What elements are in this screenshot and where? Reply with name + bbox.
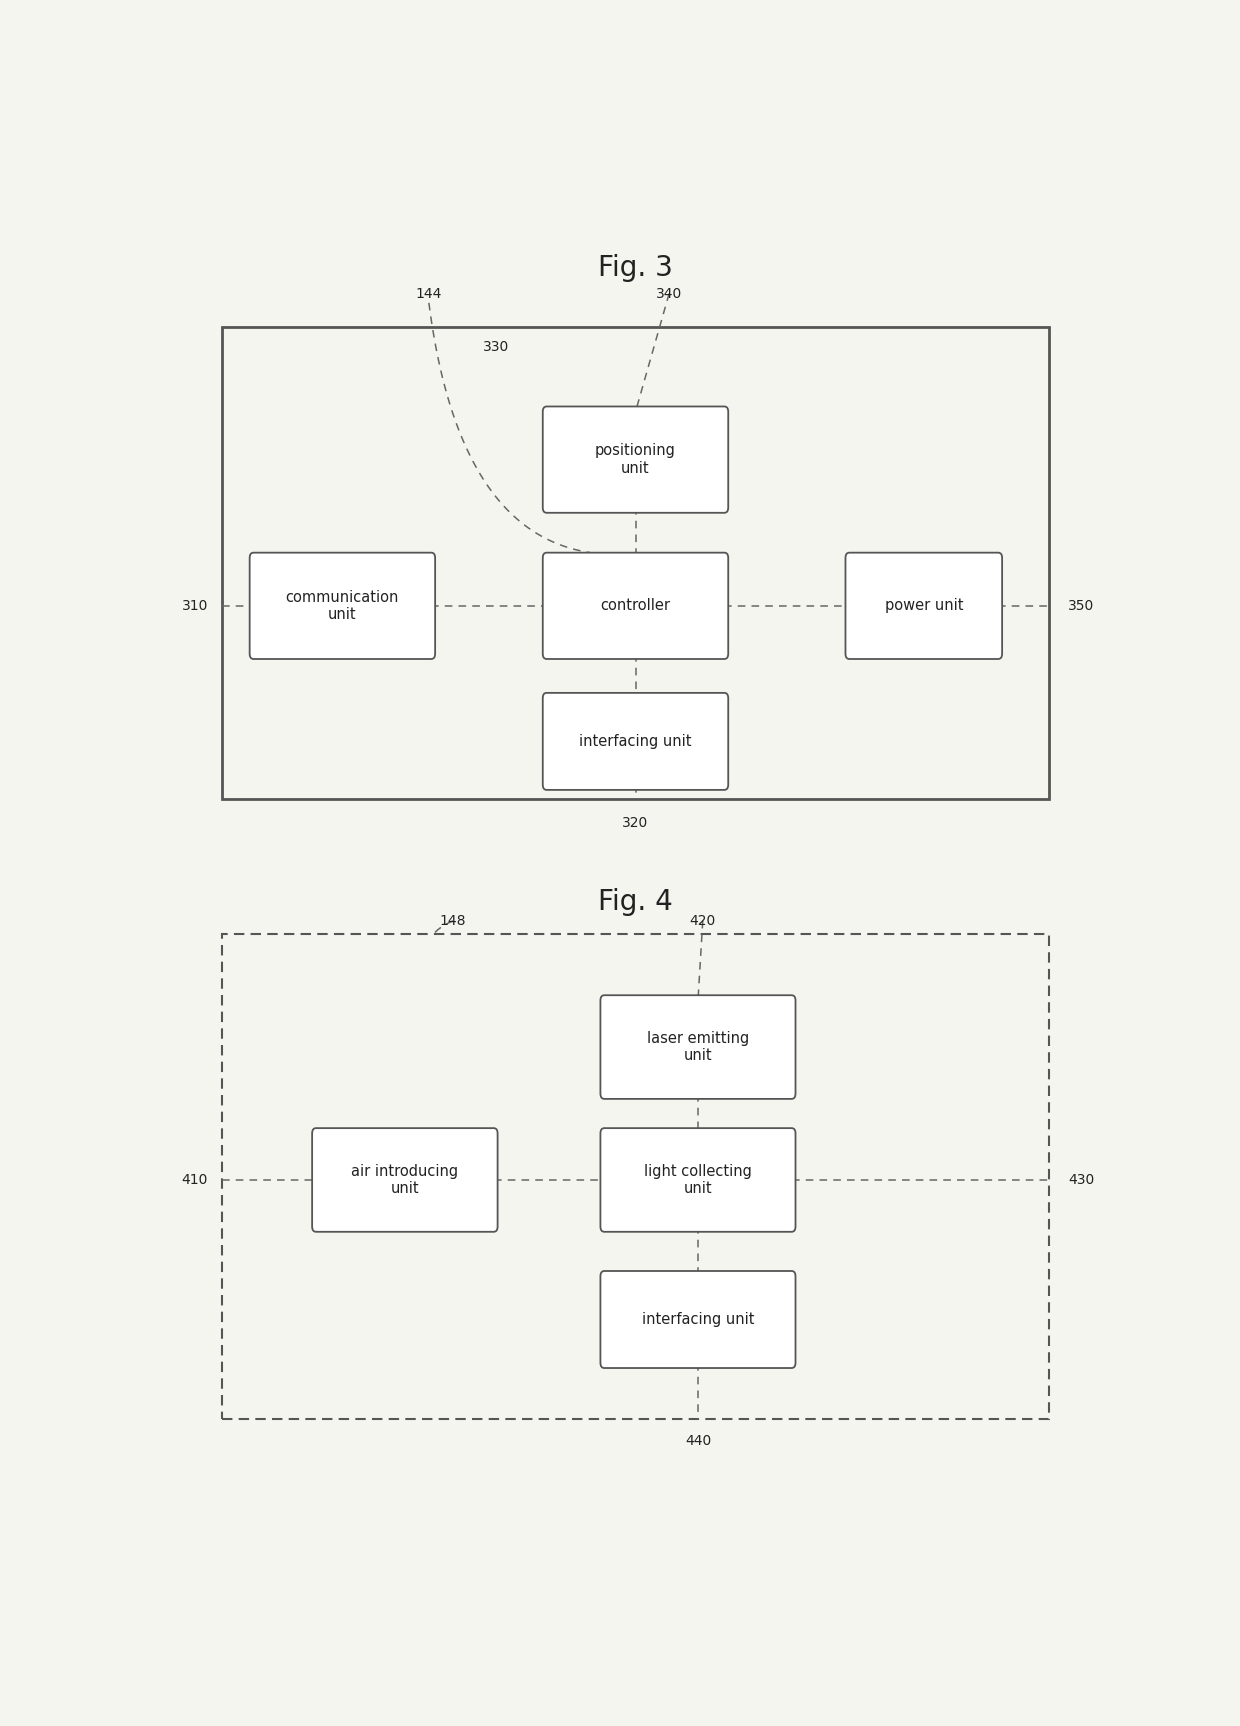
FancyBboxPatch shape (600, 1270, 796, 1369)
Text: laser emitting
unit: laser emitting unit (647, 1030, 749, 1063)
Text: air introducing
unit: air introducing unit (351, 1163, 459, 1196)
Bar (222, 326, 1049, 799)
FancyBboxPatch shape (249, 552, 435, 659)
Text: power unit: power unit (884, 599, 963, 613)
Text: 320: 320 (622, 816, 649, 830)
Text: communication
unit: communication unit (285, 590, 399, 621)
Text: 440: 440 (684, 1434, 711, 1448)
Text: Fig. 3: Fig. 3 (598, 254, 673, 281)
Text: 148: 148 (440, 915, 466, 929)
FancyBboxPatch shape (600, 996, 796, 1099)
Text: 310: 310 (181, 599, 208, 613)
Text: 420: 420 (689, 915, 715, 929)
FancyBboxPatch shape (543, 692, 728, 791)
Text: interfacing unit: interfacing unit (579, 734, 692, 749)
Text: light collecting
unit: light collecting unit (644, 1163, 751, 1196)
FancyBboxPatch shape (543, 407, 728, 513)
Text: 430: 430 (1068, 1174, 1094, 1187)
Bar (222, 934, 1049, 1419)
Text: controller: controller (600, 599, 671, 613)
Text: interfacing unit: interfacing unit (642, 1312, 754, 1327)
FancyBboxPatch shape (846, 552, 1002, 659)
FancyBboxPatch shape (600, 1129, 796, 1232)
FancyBboxPatch shape (543, 552, 728, 659)
Text: positioning
unit: positioning unit (595, 444, 676, 476)
FancyBboxPatch shape (312, 1129, 497, 1232)
Text: Fig. 4: Fig. 4 (598, 887, 673, 915)
Text: 340: 340 (656, 287, 682, 300)
Text: 144: 144 (415, 287, 443, 300)
Text: 330: 330 (484, 340, 510, 354)
Text: 410: 410 (181, 1174, 208, 1187)
Text: 350: 350 (1068, 599, 1094, 613)
